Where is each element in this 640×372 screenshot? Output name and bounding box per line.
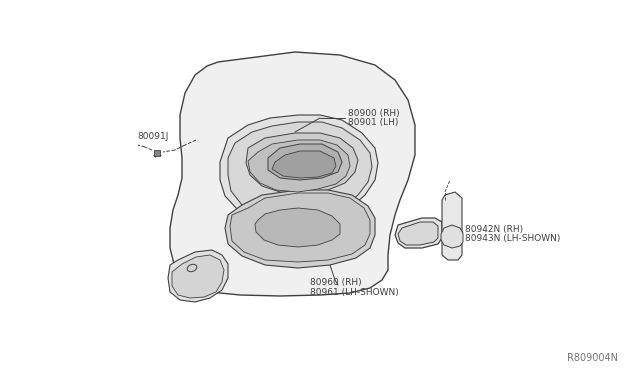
Text: 80900 (RH): 80900 (RH) [348,109,399,118]
Text: 80960 (RH): 80960 (RH) [310,279,362,288]
Text: 80943N (LH-SHOWN): 80943N (LH-SHOWN) [465,234,561,243]
Text: 80091J: 80091J [137,131,168,141]
Polygon shape [220,115,378,225]
Polygon shape [170,52,415,296]
Polygon shape [168,250,228,302]
Text: 80901 (LH): 80901 (LH) [348,118,398,126]
Text: 80961 (LH-SHOWN): 80961 (LH-SHOWN) [310,288,399,296]
Polygon shape [395,218,442,248]
Polygon shape [225,190,375,268]
Polygon shape [272,151,336,178]
Polygon shape [230,193,370,262]
Polygon shape [228,122,372,219]
Text: 80942N (RH): 80942N (RH) [465,224,523,234]
Polygon shape [268,144,342,180]
Polygon shape [255,208,340,247]
Polygon shape [246,133,358,194]
Polygon shape [441,225,463,248]
Polygon shape [172,255,224,298]
Polygon shape [442,192,462,260]
Polygon shape [398,222,438,245]
Polygon shape [248,140,350,192]
Text: R809004N: R809004N [567,353,618,363]
